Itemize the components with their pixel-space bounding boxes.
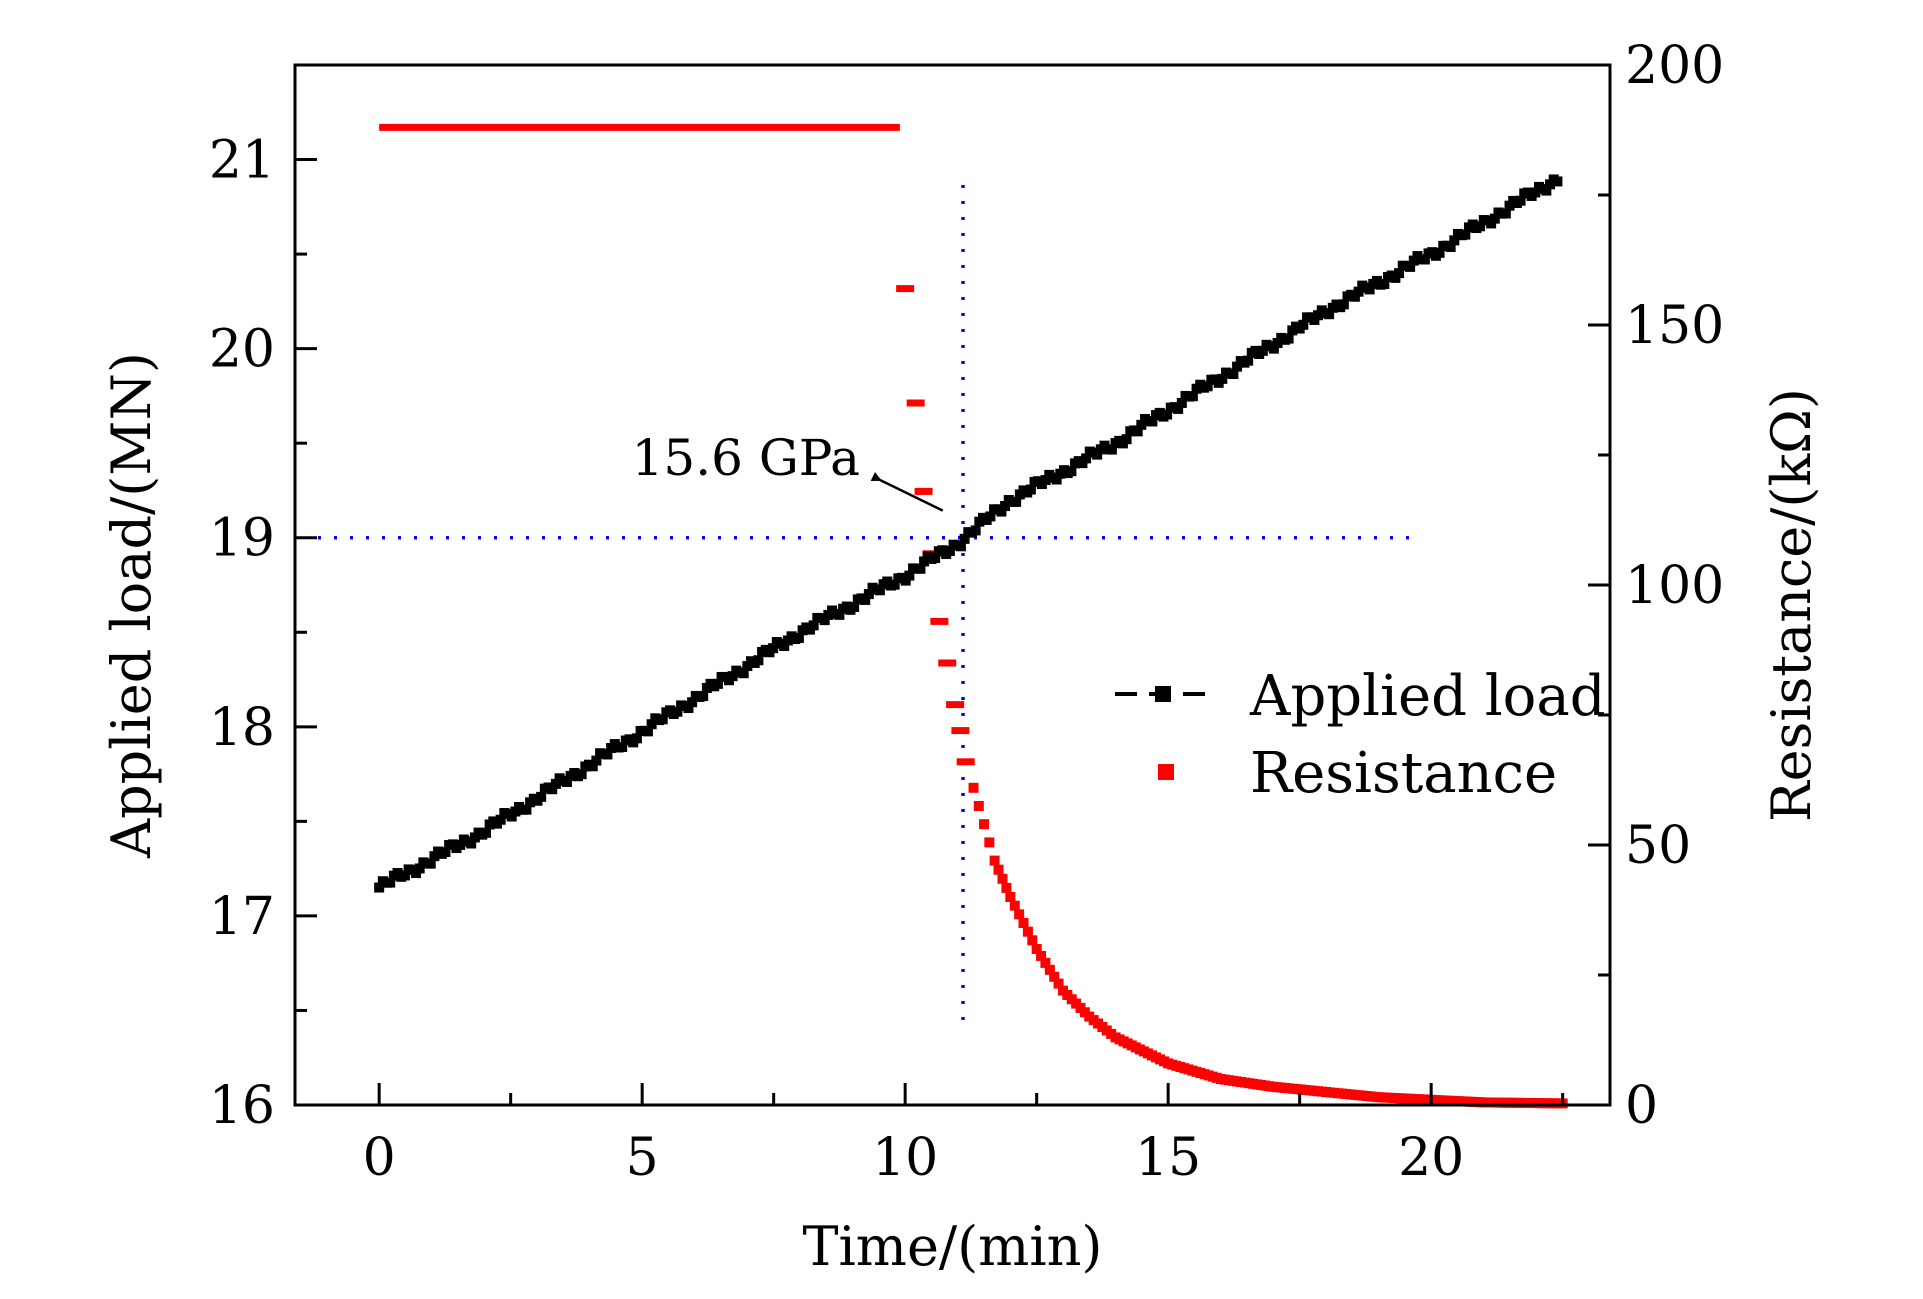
resistance-series: [379, 123, 1568, 1109]
resistance-point: [956, 758, 975, 766]
y-tick-label: 19: [209, 509, 275, 569]
annotation-arrow: [870, 471, 944, 512]
y2-axis-title: Resistance/(kΩ): [1760, 388, 1823, 822]
x-tick-label: 0: [363, 1128, 396, 1188]
resistance-point: [930, 617, 949, 625]
resistance-point: [993, 864, 1004, 875]
resistance-point: [946, 701, 965, 709]
y2-tick-label: 0: [1625, 1076, 1658, 1136]
legend-label-resistance: Resistance: [1250, 741, 1557, 806]
resistance-point: [1014, 909, 1025, 920]
reference-lines: [318, 185, 1413, 1033]
resistance-point: [1001, 882, 1012, 893]
resistance-point: [914, 487, 933, 495]
resistance-point: [1053, 978, 1064, 989]
y-tick-label: 18: [209, 698, 275, 758]
resistance-point: [979, 819, 990, 830]
x-tick-label: 5: [626, 1128, 659, 1188]
legend-swatch-applied-load-marker: [1155, 686, 1171, 702]
resistance-point: [1044, 964, 1055, 975]
y2-tick-label: 50: [1625, 816, 1691, 876]
x-tick-label: 10: [872, 1128, 938, 1188]
resistance-point: [938, 659, 957, 667]
y2-tick-label: 200: [1625, 36, 1724, 96]
legend-item-resistance: Resistance: [1158, 741, 1557, 806]
resistance-point: [1022, 926, 1033, 937]
resistance-point: [1027, 935, 1038, 946]
axis-ticks: [295, 63, 1610, 1107]
resistance-point: [1040, 957, 1051, 968]
legend-label-applied-load: Applied load: [1249, 664, 1606, 729]
y-tick-label: 17: [209, 887, 275, 947]
resistance-point: [951, 727, 970, 735]
resistance-point: [1049, 971, 1060, 982]
legend: Applied load Resistance: [1115, 664, 1606, 806]
applied-load-point: [374, 882, 385, 893]
legend-swatch-resistance-marker: [1158, 764, 1174, 780]
x-tick-label: 15: [1135, 1128, 1201, 1188]
resistance-point: [997, 873, 1008, 884]
resistance-point: [968, 782, 979, 793]
y2-tick-label: 100: [1625, 556, 1724, 616]
resistance-point: [984, 837, 995, 848]
y-axis-title: Applied load/(MN): [100, 352, 163, 859]
tick-labels: 0 5 10 15 20 16 17 18 19 20 21 0 50 100 150 200: [209, 36, 1724, 1188]
annotation-text: 15.6 GPa: [632, 429, 860, 487]
resistance-point: [1031, 944, 1042, 954]
y-tick-label: 21: [209, 131, 275, 191]
resistance-point: [896, 285, 915, 293]
resistance-point: [1018, 918, 1029, 928]
applied-load-series: [374, 174, 1563, 893]
resistance-point: [906, 399, 925, 407]
y-tick-label: 16: [209, 1076, 275, 1136]
y-tick-label: 20: [209, 320, 275, 380]
x-axis-title: Time/(min): [802, 1215, 1102, 1278]
y2-tick-label: 150: [1625, 296, 1724, 356]
resistance-point: [973, 801, 984, 811]
x-tick-label: 20: [1398, 1128, 1464, 1188]
pressure-annotation: 15.6 GPa: [632, 429, 944, 512]
resistance-point: [1005, 892, 1016, 902]
plot-frame: [293, 63, 1612, 1107]
resistance-point: [1036, 950, 1047, 961]
resistance-point: [1009, 900, 1020, 911]
applied-load-point: [1552, 176, 1563, 187]
applied-load-line: [377, 176, 1559, 889]
resistance-point: [989, 855, 1000, 866]
legend-item-applied-load: Applied load: [1115, 664, 1606, 729]
